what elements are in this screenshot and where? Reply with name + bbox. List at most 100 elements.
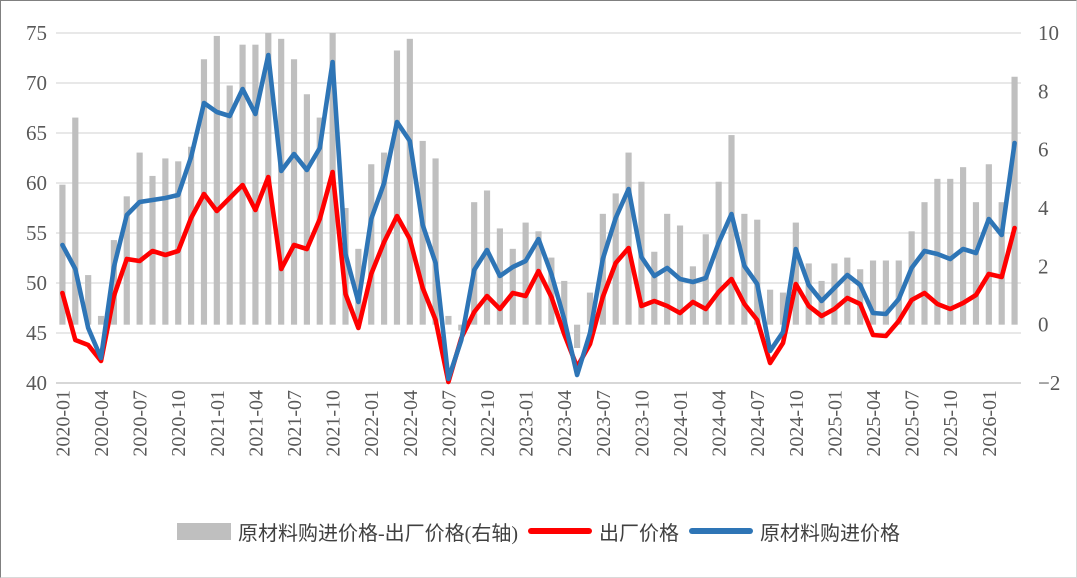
x-axis-tick-label: 2025-04: [863, 390, 885, 457]
x-axis-tick-label: 2020-04: [91, 390, 113, 457]
x-axis-tick-label: 2021-07: [284, 390, 306, 457]
diff-bar: [985, 164, 992, 325]
diff-bar: [586, 292, 594, 325]
diff-bar: [844, 257, 851, 325]
right-axis-tick-label: 10: [1038, 21, 1059, 45]
diff-bar: [97, 315, 105, 325]
diff-bar: [535, 231, 542, 325]
diff-bar: [522, 222, 529, 325]
x-axis-tick-label: 2020-01: [52, 390, 74, 457]
diff-bar: [1011, 76, 1018, 325]
diff-bar: [972, 202, 980, 325]
legend: 原材料购进价格-出厂价格(右轴) 出厂价格 原材料购进价格: [1, 514, 1076, 548]
x-axis-tick-label: 2024-07: [747, 390, 769, 457]
diff-bar: [162, 158, 169, 325]
x-axis-tick-label: 2022-10: [477, 390, 499, 457]
x-axis-tick-label: 2020-07: [130, 390, 152, 457]
chart-plot-area: 75 70 65 60 55 50 45 40 10 8 6 4 2 0 −2 2020-01 2020-04 2…: [26, 21, 1060, 457]
left-axis-tick-label: 50: [26, 271, 47, 295]
legend-label-purchase-price: 原材料购进价格: [759, 522, 900, 545]
diff-bar: [136, 152, 143, 325]
diff-bar: [715, 181, 722, 325]
left-axis-tick-label: 55: [26, 221, 47, 245]
diff-bar: [355, 248, 362, 325]
right-axis-tick-label: 6: [1038, 138, 1049, 162]
diff-bar: [857, 269, 864, 325]
legend-label-diff: 原材料购进价格-出厂价格(右轴): [238, 522, 518, 545]
legend-item-diff-bar: 原材料购进价格-出厂价格(右轴): [177, 517, 518, 546]
diff-bar: [921, 202, 928, 325]
diff-bar: [561, 280, 568, 325]
x-axis-tick-label: 2025-10: [940, 390, 962, 457]
diff-bar: [625, 152, 632, 325]
diff-bar: [445, 315, 452, 325]
diff-bar: [252, 44, 259, 325]
diff-bar: [59, 184, 66, 325]
x-axis-tick-label: 2022-04: [400, 390, 422, 457]
diff-bar: [792, 222, 799, 325]
right-axis-tick-label: 2: [1038, 254, 1049, 278]
right-axis-tick-label: 0: [1038, 313, 1049, 337]
legend-label-factory-price: 出厂价格: [598, 522, 679, 545]
diff-bar: [406, 38, 413, 325]
diff-bar: [908, 231, 915, 325]
diff-bar: [213, 35, 220, 325]
x-axis-tick-label: 2026-01: [979, 390, 1001, 457]
diff-bar: [303, 94, 310, 325]
diff-bar: [548, 257, 555, 325]
diff-bar: [188, 146, 195, 325]
x-axis-tick-label: 2022-01: [361, 390, 383, 457]
diff-bar: [831, 263, 838, 325]
legend-item-purchase-price: 原材料购进价格: [688, 517, 900, 546]
diff-bar: [342, 208, 349, 325]
diff-bar: [419, 140, 426, 325]
x-axis-tick-label: 2020-10: [168, 390, 190, 457]
x-axis-tick-label: 2023-01: [516, 390, 538, 457]
bar-legend-swatch: [177, 522, 231, 540]
left-axis-tick-label: 45: [26, 321, 47, 345]
diff-bar: [689, 266, 696, 325]
diff-bar: [895, 260, 902, 325]
x-axis-tick-label: 2025-01: [824, 390, 846, 457]
diff-bar: [882, 260, 889, 325]
diff-bar: [805, 263, 812, 325]
x-axis-tick-label: 2022-07: [438, 390, 460, 457]
diff-bar: [226, 85, 233, 325]
diff-bar: [947, 178, 954, 325]
diff-bar: [651, 251, 658, 325]
diff-bar: [509, 248, 516, 325]
left-axis-tick-label: 65: [26, 121, 47, 145]
diff-bar: [175, 161, 182, 325]
x-axis-tick-label: 2021-01: [207, 390, 229, 457]
diff-bar: [432, 158, 439, 325]
left-axis-tick-label: 60: [26, 171, 47, 195]
legend-item-factory-price: 出厂价格: [527, 517, 679, 546]
x-axis-tick-label: 2021-10: [323, 390, 345, 457]
x-axis-tick-label: 2023-04: [554, 390, 576, 457]
diff-bar: [728, 135, 735, 325]
x-axis-tick-label: 2021-04: [245, 390, 267, 457]
diff-bar: [471, 202, 478, 325]
diff-bar: [612, 193, 619, 325]
diff-bar: [85, 275, 92, 325]
x-axis-tick-label: 2025-07: [902, 390, 924, 457]
right-axis-tick-label: 4: [1038, 196, 1049, 220]
x-axis-tick-label: 2024-04: [709, 390, 731, 457]
diff-bar: [767, 289, 774, 325]
diff-bar: [869, 260, 877, 325]
diff-bar: [676, 225, 684, 325]
red-line-legend-swatch: [527, 528, 592, 534]
factory-price-line: [60, 169, 1017, 385]
diff-bar: [72, 117, 79, 325]
x-axis-tick-label: 2023-07: [593, 390, 615, 457]
x-axis-tick-label: 2023-10: [631, 390, 653, 457]
right-axis-tick-label: 8: [1038, 79, 1049, 103]
purchase-price-line: [60, 52, 1017, 382]
left-axis-tick-label: 40: [26, 371, 47, 395]
diff-bar: [483, 190, 491, 325]
diff-bar: [368, 164, 375, 325]
diff-bar: [290, 59, 298, 325]
right-axis-tick-label: −2: [1038, 371, 1060, 395]
diff-bar: [278, 38, 285, 325]
